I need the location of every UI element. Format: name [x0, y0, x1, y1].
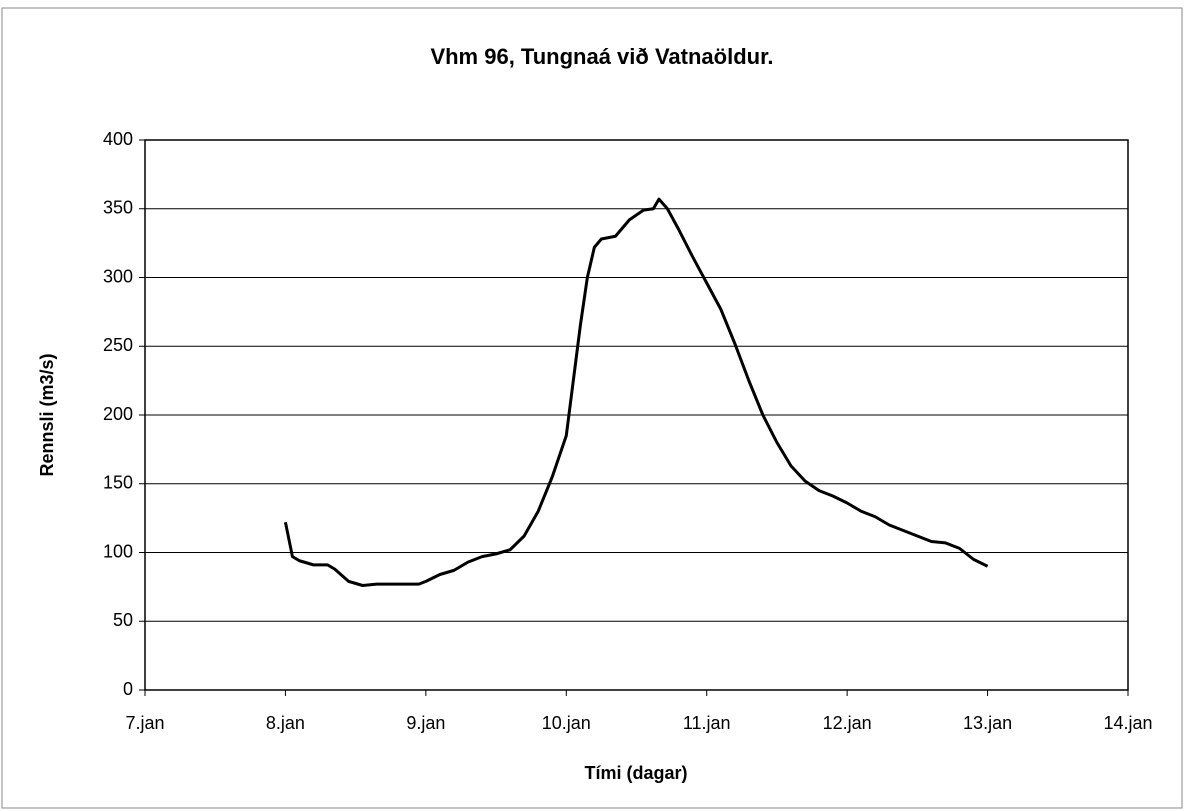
- x-tick-label: 8.jan: [266, 713, 305, 733]
- x-tick-label: 14.jan: [1103, 713, 1152, 733]
- data-line: [283, 197, 989, 587]
- y-tick-label: 250: [103, 335, 133, 355]
- x-tick-label: 11.jan: [683, 713, 731, 733]
- y-tick-label: 100: [103, 541, 133, 561]
- x-tick-label: 10.jan: [542, 713, 591, 733]
- x-tick-label: 9.jan: [406, 713, 445, 733]
- y-tick-label: 350: [103, 198, 133, 218]
- x-tick-label: 13.jan: [963, 713, 1012, 733]
- y-tick-label: 0: [123, 679, 133, 699]
- chart-title: Vhm 96, Tungnaá við Vatnaöldur.: [430, 44, 773, 69]
- plot-area: [144, 139, 1129, 691]
- y-axis-label: Rennsli (m3/s): [37, 353, 57, 476]
- y-tick-label: 50: [113, 610, 133, 630]
- x-tick-label: 12.jan: [823, 713, 872, 733]
- y-tick-label: 300: [103, 266, 133, 286]
- y-tick-label: 200: [103, 404, 133, 424]
- y-tick-label: 150: [103, 473, 133, 493]
- chart-frame: [1, 7, 1183, 809]
- x-axis-label: Tími (dagar): [584, 763, 687, 783]
- y-tick-label: 400: [103, 129, 133, 149]
- x-tick-label: 7.jan: [125, 713, 164, 733]
